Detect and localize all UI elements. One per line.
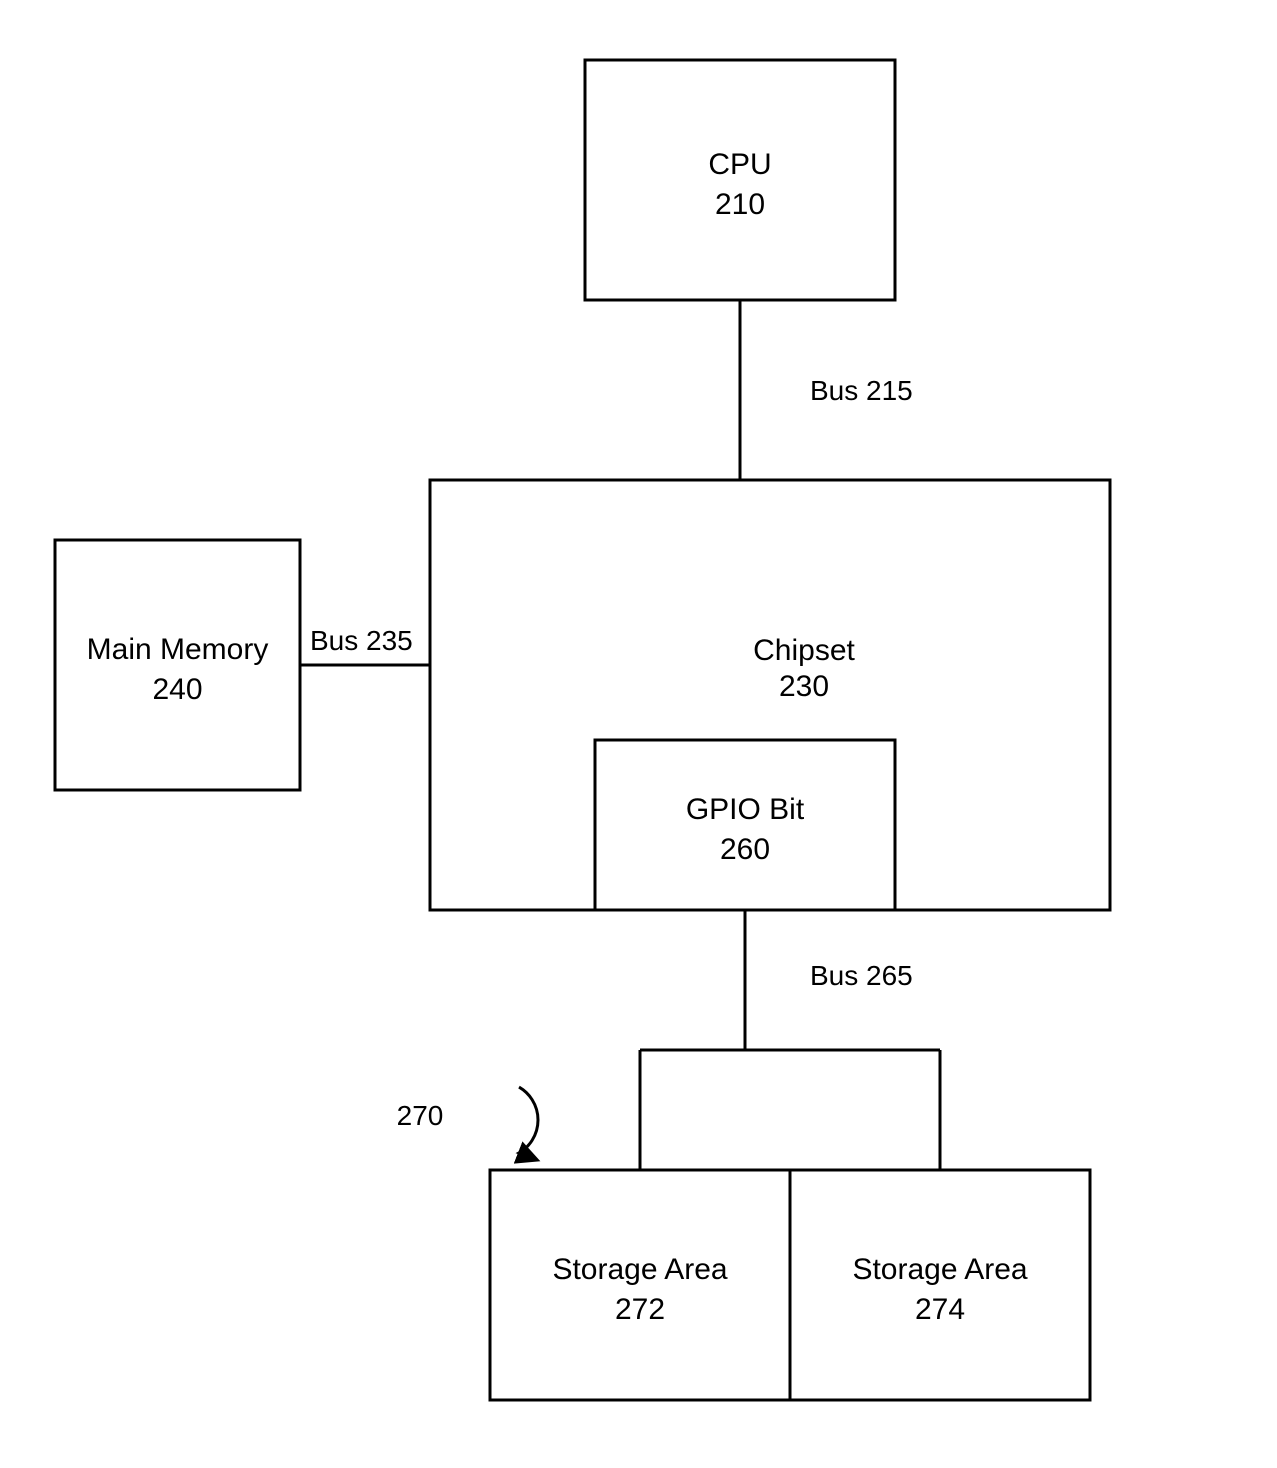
storage_b-title: Storage Area — [852, 1253, 1027, 1286]
pointer-270-arrow — [519, 1087, 538, 1158]
storage_b-number: 274 — [915, 1293, 965, 1326]
bus-265-label: Bus 265 — [810, 960, 913, 991]
chipset-number: 230 — [779, 670, 829, 703]
storage_a-title: Storage Area — [552, 1253, 727, 1286]
cpu-number: 210 — [715, 188, 765, 221]
cpu-title: CPU — [708, 148, 771, 181]
gpio-node: GPIO Bit 260 — [595, 740, 895, 910]
chipset-title: Chipset — [753, 634, 855, 667]
gpio-title: GPIO Bit — [686, 793, 805, 826]
gpio-number: 260 — [720, 833, 770, 866]
bus-235-label: Bus 235 — [310, 625, 413, 656]
memory-number: 240 — [152, 673, 202, 706]
memory-node: Main Memory 240 — [55, 540, 300, 790]
memory-title: Main Memory — [87, 633, 269, 666]
storage_a-number: 272 — [615, 1293, 665, 1326]
cpu-node: CPU 210 — [585, 60, 895, 300]
pointer-270-label: 270 — [397, 1100, 444, 1131]
bus-215-label: Bus 215 — [810, 375, 913, 406]
storage_b-node: Storage Area 274 — [790, 1170, 1090, 1400]
storage_a-node: Storage Area 272 — [490, 1170, 790, 1400]
